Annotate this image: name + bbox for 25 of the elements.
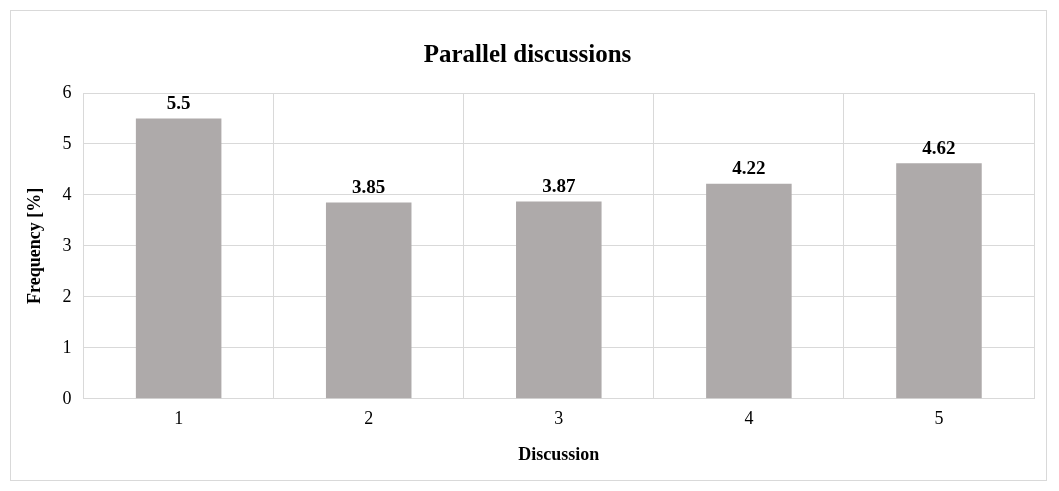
x-tick-label: 1 — [174, 408, 184, 429]
x-tick-label: 5 — [934, 408, 944, 429]
y-tick-label: 4 — [62, 183, 72, 204]
y-tick-label: 5 — [62, 132, 72, 153]
bar — [135, 118, 222, 399]
x-tick-label: 4 — [744, 408, 754, 429]
chart-title: Parallel discussions — [423, 40, 632, 68]
data-label: 3.87 — [542, 174, 576, 196]
y-tick-label: 0 — [62, 387, 72, 408]
x-axis-title: Discussion — [518, 443, 600, 464]
y-tick-label: 1 — [62, 336, 72, 357]
y-tick-label: 2 — [62, 285, 72, 306]
bar — [706, 183, 792, 399]
bar — [325, 202, 412, 399]
data-label: 3.85 — [352, 175, 386, 197]
x-tick-label: 2 — [364, 408, 374, 429]
data-label: 4.62 — [922, 136, 956, 158]
x-tick-label: 3 — [554, 408, 564, 429]
y-tick-label: 6 — [62, 81, 72, 102]
bar — [896, 163, 982, 399]
y-axis-title: Frequency [%] — [24, 187, 45, 304]
y-tick-label: 3 — [62, 234, 72, 255]
data-label: 4.22 — [732, 157, 766, 179]
data-label: 5.5 — [166, 91, 191, 113]
bar — [516, 201, 602, 399]
